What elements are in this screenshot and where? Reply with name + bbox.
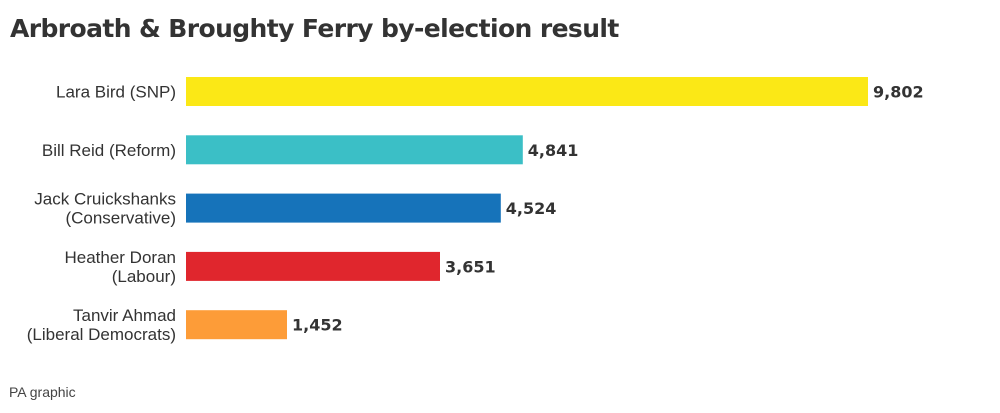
category-label-line: Heather Doran xyxy=(64,248,176,267)
bar-5 xyxy=(186,310,287,340)
source-credit: PA graphic xyxy=(9,384,76,400)
value-label-1: 9,802 xyxy=(873,83,924,102)
category-label-line: Jack Cruickshanks xyxy=(34,190,176,209)
category-label-line: (Liberal Democrats) xyxy=(27,325,176,344)
category-label-3: Jack Cruickshanks (Conservative) xyxy=(34,190,176,228)
category-label-2: Bill Reid (Reform) xyxy=(42,141,176,160)
category-label-line: (Conservative) xyxy=(65,209,176,228)
chart-title: Arbroath & Broughty Ferry by-election re… xyxy=(10,14,619,43)
category-label-5: Tanvir Ahmad (Liberal Democrats) xyxy=(27,306,176,344)
value-label-2: 4,841 xyxy=(528,141,579,160)
bar-4 xyxy=(186,251,440,281)
category-label-line: Lara Bird (SNP) xyxy=(56,83,176,102)
category-label-line: Tanvir Ahmad xyxy=(73,306,176,325)
value-label-5: 1,452 xyxy=(292,316,343,335)
value-label-4: 3,651 xyxy=(445,257,496,276)
bar-2 xyxy=(186,135,523,165)
category-label-1: Lara Bird (SNP) xyxy=(56,83,176,102)
bar-1 xyxy=(186,77,868,106)
value-label-3: 4,524 xyxy=(506,199,557,218)
category-label-4: Heather Doran (Labour) xyxy=(64,248,176,286)
bar-3 xyxy=(186,193,501,223)
category-label-line: Bill Reid (Reform) xyxy=(42,141,176,160)
category-label-line: (Labour) xyxy=(112,267,176,286)
